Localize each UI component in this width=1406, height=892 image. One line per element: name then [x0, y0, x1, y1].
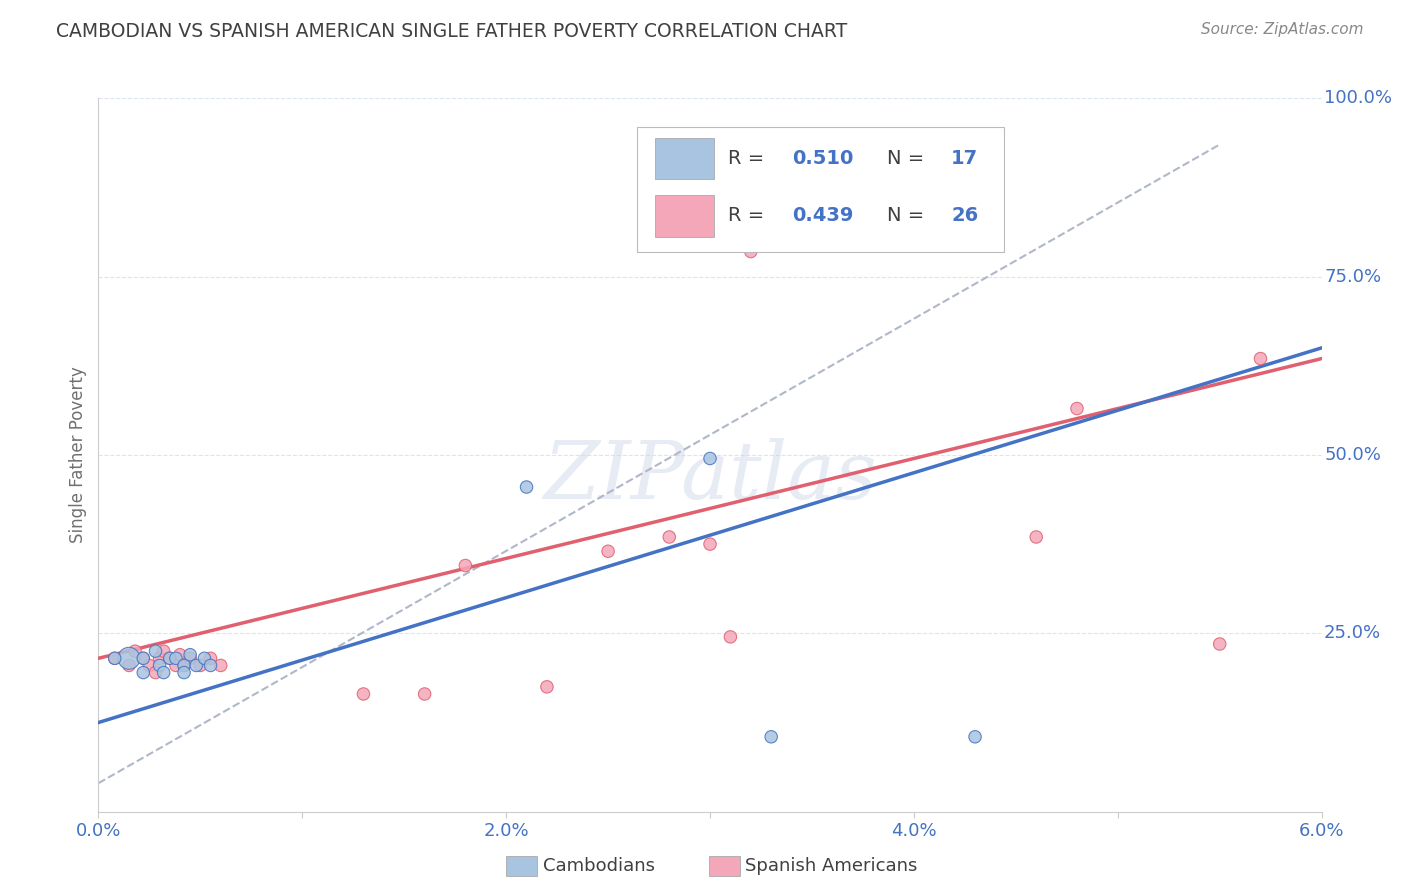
Text: ZIPatlas: ZIPatlas: [543, 438, 877, 515]
Point: [186, 658, 208, 673]
Point: [413, 687, 436, 701]
Point: [169, 648, 191, 662]
Point: [149, 651, 172, 665]
Point: [188, 658, 212, 673]
Point: [145, 665, 167, 680]
Text: N =: N =: [887, 149, 931, 169]
Point: [118, 658, 141, 673]
Text: 100.0%: 100.0%: [1324, 89, 1392, 107]
Point: [149, 658, 172, 673]
FancyBboxPatch shape: [655, 138, 714, 179]
Point: [132, 651, 155, 665]
Point: [516, 480, 538, 494]
Point: [1025, 530, 1047, 544]
Point: [1208, 637, 1232, 651]
Text: CAMBODIAN VS SPANISH AMERICAN SINGLE FATHER POVERTY CORRELATION CHART: CAMBODIAN VS SPANISH AMERICAN SINGLE FAT…: [56, 22, 848, 41]
Text: Source: ZipAtlas.com: Source: ZipAtlas.com: [1201, 22, 1364, 37]
Point: [138, 658, 160, 673]
Text: R =: R =: [728, 206, 770, 226]
Point: [179, 651, 201, 665]
Point: [104, 651, 127, 665]
Text: Spanish Americans: Spanish Americans: [745, 857, 918, 875]
Text: 17: 17: [950, 149, 979, 169]
Text: N =: N =: [887, 206, 931, 226]
Text: R =: R =: [728, 149, 770, 169]
Point: [179, 648, 201, 662]
Point: [209, 658, 232, 673]
Point: [963, 730, 986, 744]
Point: [658, 530, 681, 544]
Point: [200, 651, 222, 665]
Text: 25.0%: 25.0%: [1324, 624, 1381, 642]
Point: [352, 687, 374, 701]
Text: 26: 26: [950, 206, 979, 226]
Point: [132, 665, 155, 680]
Point: [118, 651, 141, 665]
Point: [173, 658, 195, 673]
Point: [193, 651, 215, 665]
Point: [152, 644, 174, 658]
Point: [761, 730, 783, 744]
Text: 0.439: 0.439: [792, 206, 853, 226]
Text: 75.0%: 75.0%: [1324, 268, 1381, 285]
Text: 50.0%: 50.0%: [1324, 446, 1381, 464]
Point: [104, 651, 127, 665]
Text: Cambodians: Cambodians: [543, 857, 655, 875]
Point: [536, 680, 558, 694]
Point: [165, 658, 187, 673]
Point: [699, 451, 721, 466]
Point: [200, 658, 222, 673]
Point: [1249, 351, 1271, 366]
Point: [718, 630, 742, 644]
Point: [454, 558, 477, 573]
Point: [165, 651, 187, 665]
FancyBboxPatch shape: [655, 195, 714, 236]
Y-axis label: Single Father Poverty: Single Father Poverty: [69, 367, 87, 543]
Point: [152, 665, 174, 680]
Point: [173, 665, 195, 680]
Point: [740, 244, 762, 259]
Point: [124, 644, 146, 658]
Text: 0.510: 0.510: [792, 149, 853, 169]
Point: [159, 651, 181, 665]
Point: [598, 544, 620, 558]
Point: [699, 537, 721, 551]
FancyBboxPatch shape: [637, 127, 1004, 252]
Point: [132, 651, 155, 665]
Point: [173, 658, 195, 673]
Point: [1066, 401, 1088, 416]
Point: [159, 651, 181, 665]
Point: [145, 644, 167, 658]
